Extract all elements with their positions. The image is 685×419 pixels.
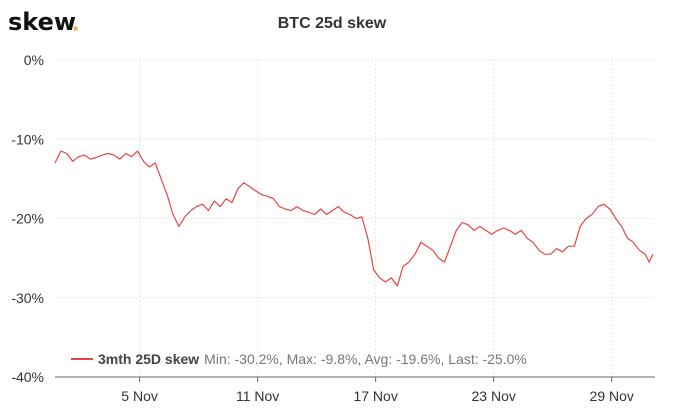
legend-series-stats: Min: -30.2%, Max: -9.8%, Avg: -19.6%, La… [204, 351, 527, 367]
chart-title: BTC 25d skew [278, 15, 387, 32]
brand-name: skew [8, 8, 76, 36]
y-tick-label: -30% [11, 290, 44, 306]
y-tick-label: -20% [11, 211, 44, 227]
y-tick-label: -10% [11, 131, 44, 147]
series-lines [54, 150, 654, 287]
legend: 3mth 25D skew Min: -30.2%, Max: -9.8%, Av… [71, 351, 527, 367]
y-tick-label: 0% [24, 52, 44, 68]
brand-logo: skew [8, 8, 78, 36]
brand-dot-icon [73, 26, 78, 31]
x-axis-ticks: 5 Nov 11 Nov 17 Nov 23 Nov 29 Nov [121, 377, 634, 404]
legend-series-name: 3mth 25D skew [98, 351, 199, 367]
x-tick-label: 5 Nov [121, 388, 158, 404]
x-tick-label: 29 Nov [590, 388, 634, 404]
y-tick-label: -40% [11, 369, 44, 385]
x-tick-label: 11 Nov [236, 388, 279, 404]
x-tick-label: 17 Nov [353, 388, 397, 404]
y-axis-ticks: 0% -10% -20% -30% -40% [11, 52, 44, 385]
series-line-3mth-25d-skew [54, 150, 654, 287]
legend-entry: 3mth 25D skew Min: -30.2%, Max: -9.8%, Av… [98, 351, 527, 367]
x-tick-label: 23 Nov [472, 388, 516, 404]
